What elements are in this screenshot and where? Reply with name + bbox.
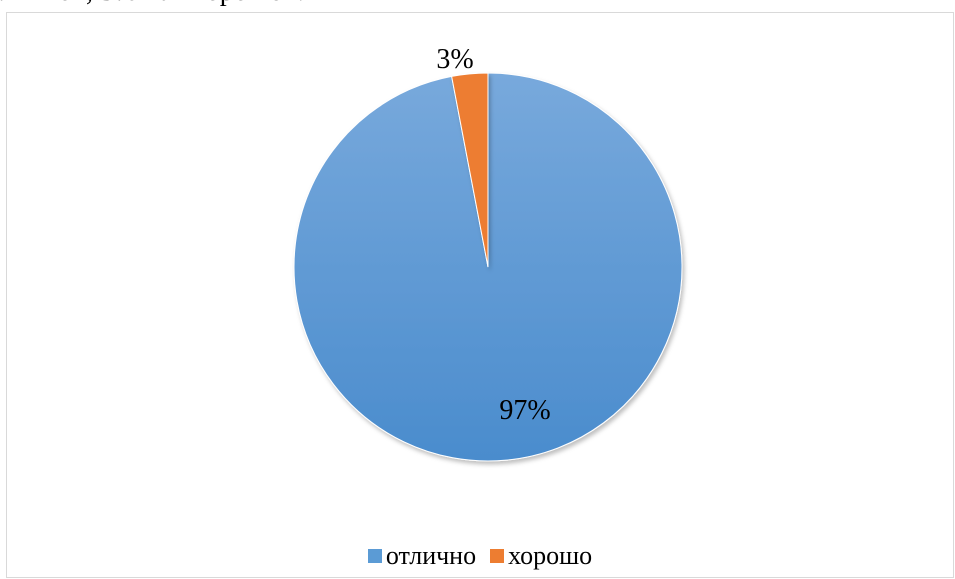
legend-label-otlichno: отлично <box>385 541 477 570</box>
pie-chart: 97% 3% <box>293 44 683 462</box>
document-text-fragment: лично», 3% на «хорошо». <box>0 0 304 8</box>
data-label-khorosho: 3% <box>436 44 473 75</box>
legend-item-otlichno: отлично <box>367 541 477 571</box>
chart-area: 97% 3% отлично хорошо <box>6 12 954 578</box>
legend-swatch-otlichno <box>367 549 382 563</box>
legend-label-khorosho: хорошо <box>508 541 593 570</box>
legend-item-khorosho: хорошо <box>490 541 592 571</box>
legend-swatch-khorosho <box>490 549 505 563</box>
pie-slice-khorosho <box>451 72 489 268</box>
chart-legend: отлично хорошо <box>7 541 953 571</box>
data-label-otlichno: 97% <box>499 395 550 426</box>
